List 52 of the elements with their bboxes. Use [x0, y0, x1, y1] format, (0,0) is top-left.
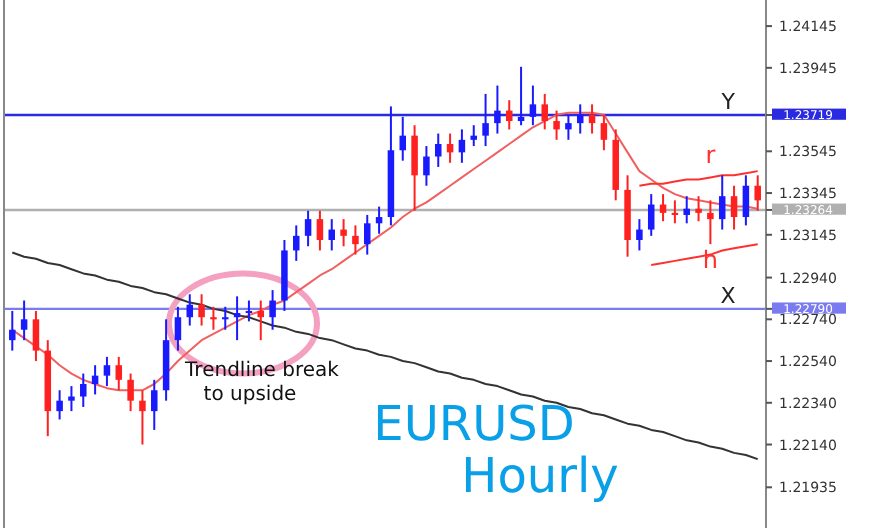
candlestick: [352, 224, 359, 256]
candlestick: [210, 305, 217, 331]
line-series: [638, 170, 759, 187]
candlestick: [482, 92, 489, 148]
annotation: Trendline break to upside: [183, 360, 340, 406]
candlestick: [340, 218, 347, 248]
candlestick: [683, 195, 690, 225]
candlestick: [20, 299, 28, 342]
candlestick: [600, 113, 608, 152]
candlestick: [316, 209, 324, 252]
candlestick: [222, 305, 229, 331]
candlestick: [742, 174, 750, 227]
line-series: [650, 243, 759, 267]
candlestick: [269, 289, 276, 331]
candlestick: [32, 309, 40, 363]
candlestick: [151, 378, 158, 431]
candlestick: [139, 389, 146, 446]
candlestick: [127, 372, 134, 413]
candlestick: [730, 184, 738, 231]
candlestick: [553, 109, 560, 141]
candlestick: [529, 84, 537, 127]
candlestick: [56, 389, 63, 421]
candlestick: [103, 355, 111, 388]
candlestick: [695, 195, 702, 223]
series-label: h: [702, 246, 718, 275]
candlestick: [304, 209, 312, 248]
candlestick: [434, 132, 442, 168]
series-label: r: [705, 141, 716, 170]
text: EURUSD: [373, 396, 575, 452]
candlestick: [470, 124, 477, 148]
candlestick: [718, 174, 726, 231]
candlestick: [754, 174, 761, 212]
ref-line-label: Y: [719, 88, 736, 115]
candlestick: [707, 199, 714, 246]
candlestick: [68, 385, 75, 413]
candlestick: [647, 193, 655, 237]
candlestick: [636, 218, 643, 252]
candlestick: [364, 213, 371, 256]
candlestick: [80, 372, 87, 408]
candlestick: [541, 92, 548, 131]
ref-line-label: X: [720, 282, 737, 309]
text: Hourly: [461, 448, 619, 504]
candlestick: [174, 305, 182, 352]
candlestick: [399, 115, 406, 162]
candlestick: [198, 293, 205, 327]
candlestick: [423, 145, 430, 187]
candlestick: [293, 224, 300, 262]
candlestick: [411, 124, 418, 212]
candlestick: [565, 113, 572, 141]
candlestick: [9, 309, 16, 352]
candlestick: [494, 84, 501, 135]
candlestick: [115, 355, 123, 392]
